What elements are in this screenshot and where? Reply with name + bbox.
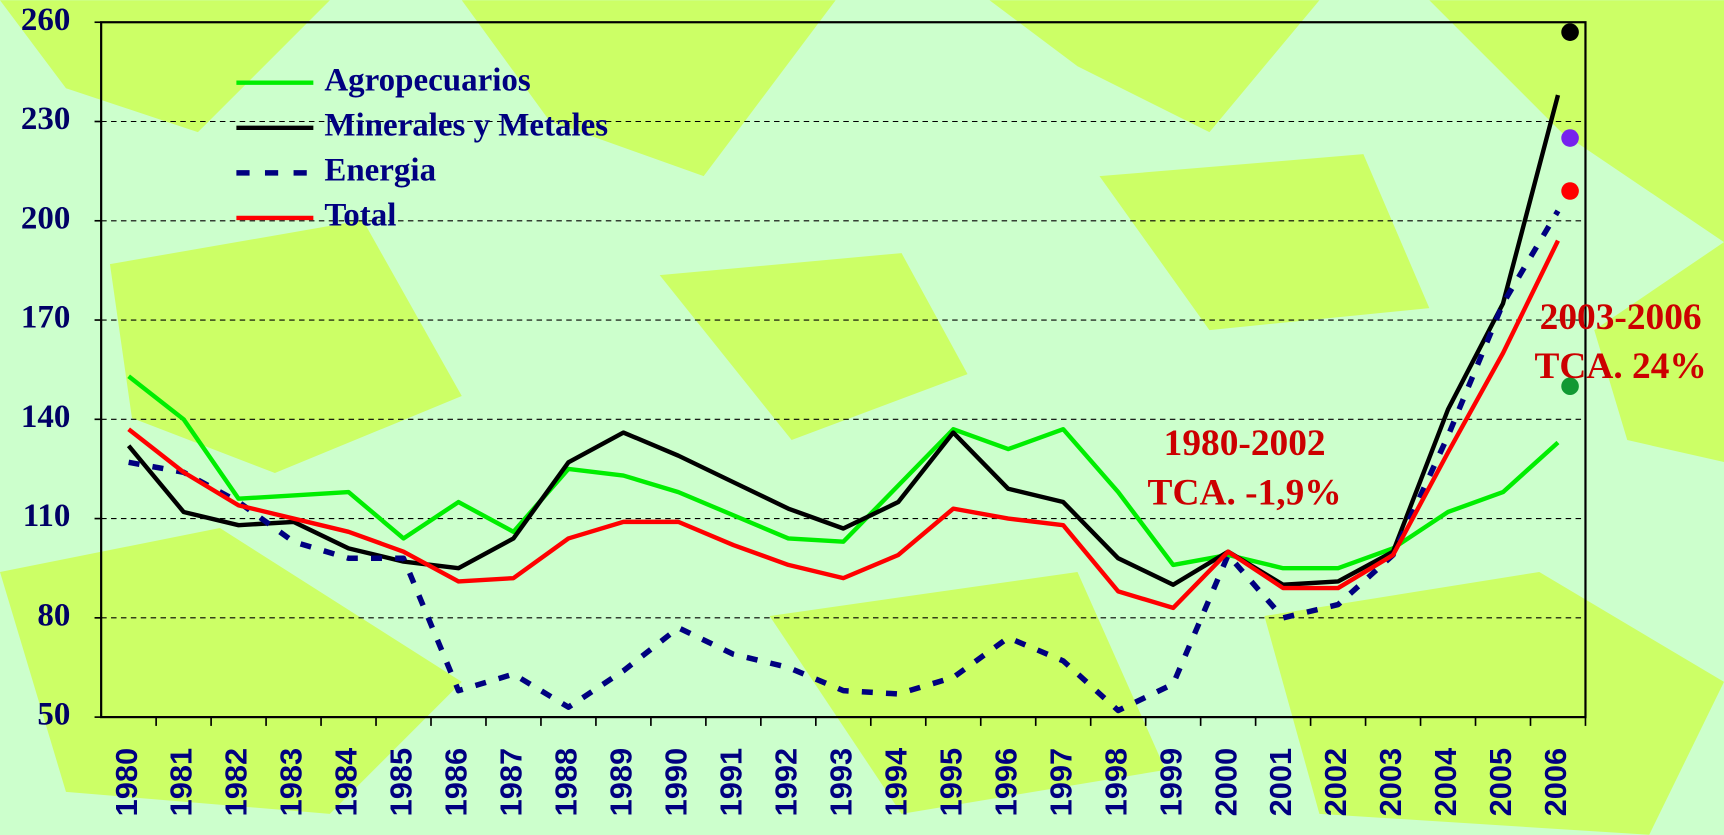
y-tick-label: 230 xyxy=(21,101,70,137)
x-tick-label: 1982 xyxy=(219,748,254,816)
y-tick-label: 260 xyxy=(21,2,70,38)
x-tick-label: 1988 xyxy=(549,748,584,816)
x-tick-label: 1989 xyxy=(604,748,639,816)
chart: 50 80 110 140 170 200 230 260 1980 1981 1982 1983 19… xyxy=(0,0,1724,835)
y-tick-label: 170 xyxy=(21,300,70,336)
x-tick-label: 1991 xyxy=(713,748,748,816)
end-marker xyxy=(1561,23,1579,41)
end-marker xyxy=(1561,182,1579,200)
x-tick-label: 1994 xyxy=(878,748,913,816)
y-tick-label: 200 xyxy=(21,200,70,236)
x-tick-label: 1999 xyxy=(1153,748,1188,816)
x-tick-label: 1985 xyxy=(384,748,419,816)
legend-label: Total xyxy=(324,198,396,234)
annotation: TCA. 24% xyxy=(1534,346,1706,387)
x-tick-label: 1980 xyxy=(109,748,144,816)
annotation: 1980-2002 xyxy=(1164,423,1326,464)
x-tick-label: 2004 xyxy=(1428,748,1463,816)
x-tick-label: 1987 xyxy=(494,748,529,816)
legend-label: Minerales y Metales xyxy=(324,107,608,143)
x-tick-label: 1981 xyxy=(164,748,199,816)
y-tick-label: 50 xyxy=(37,697,70,733)
y-tick-label: 110 xyxy=(23,498,71,534)
annotation: 2003-2006 xyxy=(1540,297,1702,338)
x-tick-label: 1984 xyxy=(329,748,364,816)
x-tick-label: 1995 xyxy=(933,748,968,816)
x-tick-label: 1993 xyxy=(823,748,858,816)
x-tick-label: 1986 xyxy=(439,748,474,816)
x-tick-label: 1983 xyxy=(274,748,309,816)
x-tick-label: 2006 xyxy=(1538,748,1573,816)
x-tick-label: 1998 xyxy=(1098,748,1133,816)
x-tick-label: 2003 xyxy=(1373,748,1408,816)
end-marker xyxy=(1561,129,1579,147)
x-tick-label: 2005 xyxy=(1483,748,1518,816)
x-tick-label: 1992 xyxy=(768,748,803,816)
legend-label: Energia xyxy=(324,152,436,188)
legend-label: Agropecuarios xyxy=(324,62,531,98)
x-tick-label: 1996 xyxy=(988,748,1023,816)
x-tick-label: 2000 xyxy=(1208,748,1243,816)
x-tick-label: 1990 xyxy=(659,748,694,816)
annotation: TCA. -1,9% xyxy=(1148,473,1342,514)
x-tick-label: 2002 xyxy=(1318,748,1353,816)
y-tick-label: 140 xyxy=(21,399,70,435)
x-tick-label: 1997 xyxy=(1043,748,1078,816)
x-tick-label: 2001 xyxy=(1263,748,1298,816)
y-tick-label: 80 xyxy=(37,597,70,633)
